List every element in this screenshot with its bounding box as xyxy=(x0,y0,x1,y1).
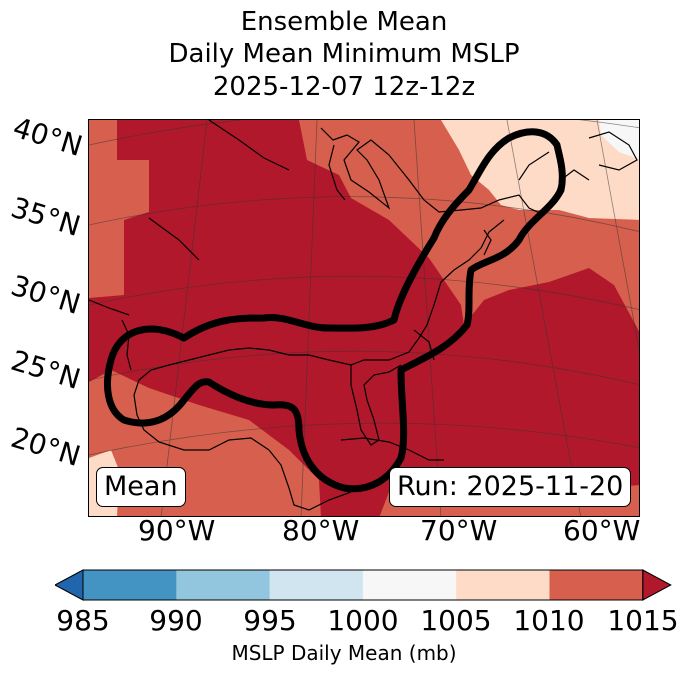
field-region-far-northeast xyxy=(441,120,639,220)
field-region-corner xyxy=(599,120,639,160)
colorbar-label: MSLP Daily Mean (mb) xyxy=(231,641,457,665)
title-line-3: 2025-12-07 12z-12z xyxy=(212,72,476,102)
lon-label-80: 80°W xyxy=(282,514,360,547)
map-panel xyxy=(88,119,640,517)
map-svg xyxy=(89,120,639,516)
lon-label-90: 90°W xyxy=(138,514,216,547)
lat-label-30: 30°N xyxy=(7,268,85,321)
colorbar-tick: 1010 xyxy=(513,604,585,637)
lon-label-70: 70°W xyxy=(420,514,498,547)
run-date-label: Run: 2025-11-20 xyxy=(389,467,632,507)
colorbar-outline xyxy=(82,569,644,601)
colorbar xyxy=(55,569,672,601)
lat-label-25: 25°N xyxy=(7,343,85,396)
colorbar-tick: 990 xyxy=(149,604,203,637)
title-line-1: Ensemble Mean xyxy=(240,7,448,37)
colorbar-tick: 995 xyxy=(243,604,297,637)
colorbar-tick: 1015 xyxy=(607,604,679,637)
colorbar-tick: 1005 xyxy=(420,604,492,637)
colorbar-extend-low xyxy=(55,569,84,601)
colorbar-bin xyxy=(176,570,271,600)
colorbar-tick: 1000 xyxy=(327,604,399,637)
graticule xyxy=(89,120,639,516)
mean-label: Mean xyxy=(96,467,186,507)
colorbar-extend-high xyxy=(642,569,672,601)
colorbar-bin xyxy=(456,570,550,600)
lon-label-60: 60°W xyxy=(563,514,641,547)
lat-label-35: 35°N xyxy=(7,190,85,243)
contour-outline xyxy=(103,128,566,493)
lat-label-20: 20°N xyxy=(7,420,85,473)
title-line-2: Daily Mean Minimum MSLP xyxy=(168,39,520,69)
colorbar-bin xyxy=(83,570,177,600)
colorbar-bin xyxy=(549,570,644,600)
lat-label-40: 40°N xyxy=(9,110,87,163)
colorbar-tick: 985 xyxy=(56,604,110,637)
field-region-west xyxy=(89,120,149,298)
colorbar-bin xyxy=(269,570,364,600)
colorbar-bin xyxy=(362,570,457,600)
